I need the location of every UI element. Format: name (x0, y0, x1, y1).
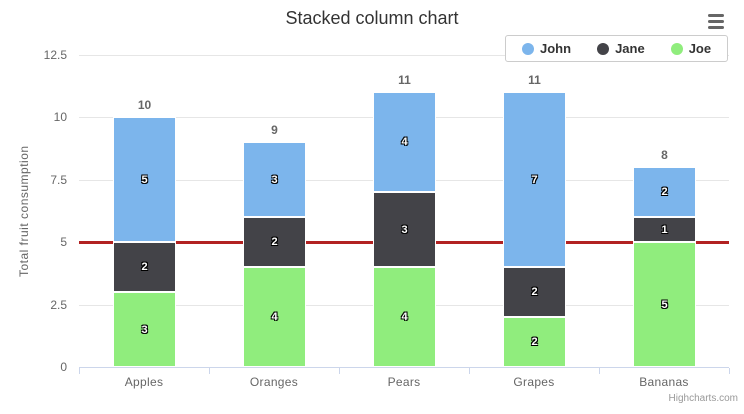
bar-segment-joe-bananas[interactable] (633, 242, 696, 367)
stack-total-label: 10 (137, 98, 152, 112)
bar-segment-joe-oranges[interactable] (243, 267, 306, 367)
x-axis-tick (599, 368, 600, 374)
stack-total-label: 11 (528, 73, 541, 87)
bar-segment-john-pears[interactable] (373, 92, 436, 192)
bar-segment-joe-apples[interactable] (113, 292, 176, 367)
legend-item-joe[interactable]: Joe (670, 41, 712, 56)
legend-marker-icon (522, 42, 534, 55)
legend-marker-icon (670, 42, 683, 55)
hamburger-bar (708, 20, 724, 23)
bar-segment-joe-grapes[interactable] (503, 317, 566, 367)
y-tick-label: 5 (60, 235, 67, 249)
x-axis-tick (469, 368, 470, 374)
legend-marker-icon (597, 42, 610, 55)
legend-item-label: Joe (688, 41, 712, 56)
legend-item-jane[interactable]: Jane (597, 41, 645, 56)
y-tick-label: 0 (60, 360, 67, 374)
bar-segment-jane-pears[interactable] (373, 192, 436, 267)
highcharts-credits-link[interactable]: Highcharts.com (668, 393, 738, 404)
legend: John Jane Joe (505, 35, 729, 62)
bar-segment-jane-oranges[interactable] (243, 217, 306, 267)
bar-segment-joe-pears[interactable] (373, 267, 436, 367)
bar-segment-john-bananas[interactable] (633, 167, 696, 217)
bar-segment-jane-apples[interactable] (113, 242, 176, 292)
y-axis-title: Total fruit consumption (17, 145, 31, 277)
stack-total-label: 9 (271, 123, 278, 137)
x-axis-tick (209, 368, 210, 374)
y-tick-label: 10 (53, 110, 67, 124)
y-tick-label: 12.5 (43, 48, 67, 62)
x-axis-line (79, 367, 729, 368)
x-category-label: Apples (124, 375, 164, 389)
chart-title: Stacked column chart (285, 8, 459, 28)
hamburger-bar (708, 14, 724, 17)
legend-item-john[interactable]: John (522, 41, 571, 56)
bar-segment-jane-bananas[interactable] (633, 217, 696, 242)
hamburger-menu-icon[interactable] (708, 14, 726, 30)
stack-total-label: 11 (398, 73, 411, 87)
hamburger-bar (708, 26, 724, 29)
bar-segment-jane-grapes[interactable] (503, 267, 566, 317)
x-category-label: Bananas (639, 375, 689, 389)
legend-item-label: Jane (615, 41, 645, 56)
legend-item-label: John (540, 41, 572, 56)
x-axis-tick (729, 368, 730, 374)
x-axis-tick (339, 368, 340, 374)
x-category-label: Grapes (513, 375, 555, 389)
stack-total-label: 8 (661, 148, 668, 162)
bar-segment-john-apples[interactable] (113, 117, 176, 242)
y-tick-label: 7.5 (50, 173, 67, 187)
x-category-label: Oranges (249, 375, 299, 389)
y-tick-label: 2.5 (50, 298, 67, 312)
gridline (79, 55, 729, 56)
bar-segment-john-oranges[interactable] (243, 142, 306, 217)
bar-segment-john-grapes[interactable] (503, 92, 566, 267)
x-axis-tick (79, 368, 80, 374)
x-category-label: Pears (387, 375, 421, 389)
